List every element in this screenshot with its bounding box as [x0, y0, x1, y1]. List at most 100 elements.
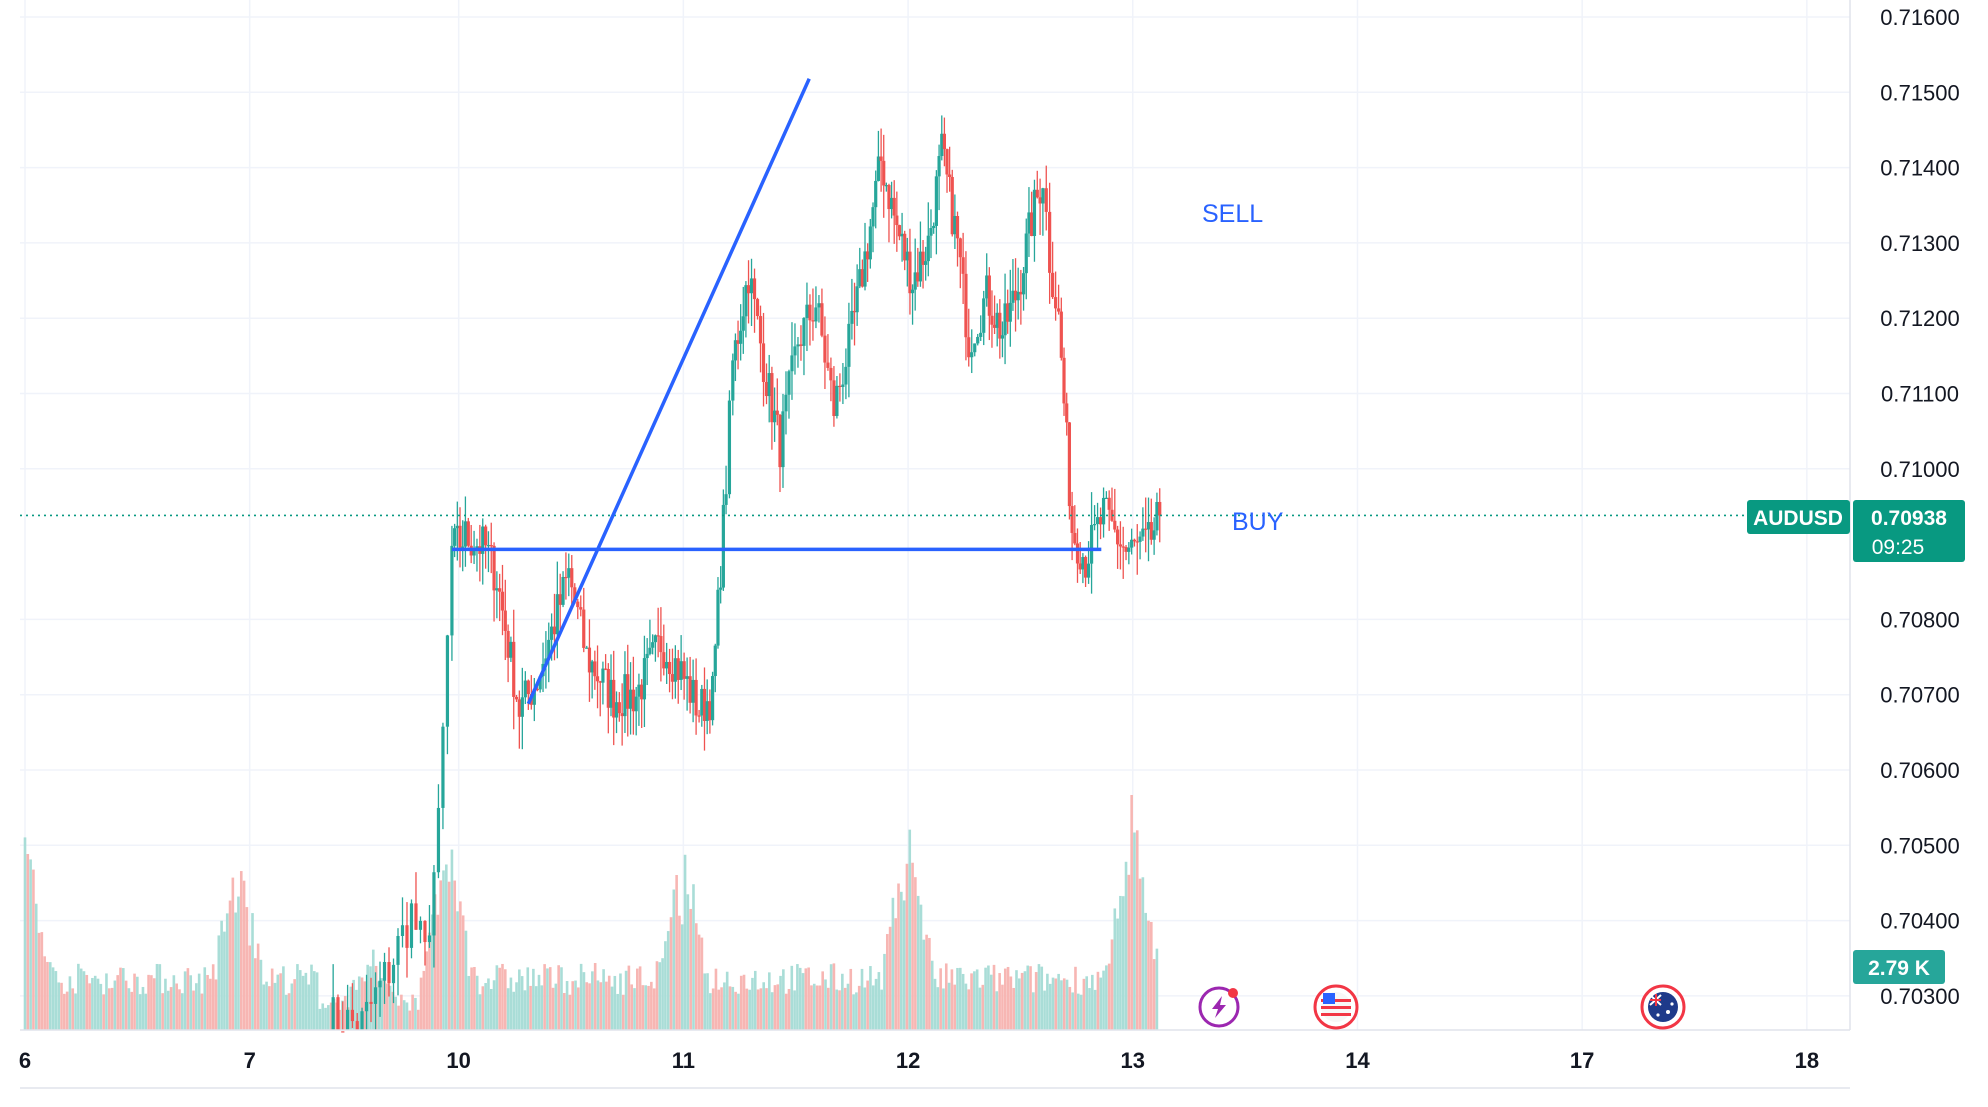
volume-bar	[512, 991, 516, 1030]
candle-body	[1024, 233, 1028, 274]
volume-bar	[1071, 992, 1074, 1030]
candle-body	[1075, 543, 1080, 564]
symbol-badge[interactable]: AUDUSD	[1747, 500, 1850, 534]
candle-body	[628, 689, 633, 709]
volume-bar	[678, 915, 681, 1030]
candle-body	[1067, 422, 1072, 507]
time-axis[interactable]: 6 7 10 11 12 13 14 17 18	[19, 1048, 1819, 1073]
volume-bar	[1034, 972, 1038, 1030]
volume-bar	[804, 968, 808, 1030]
candle-body	[405, 925, 409, 948]
candle-body	[937, 156, 941, 177]
candle-body	[659, 636, 663, 653]
volume-bar	[113, 980, 117, 1030]
volume-bar	[751, 977, 754, 1030]
volume-bar	[239, 871, 243, 1030]
volume-bar	[709, 993, 712, 1030]
au-flag-event-icon[interactable]	[1640, 984, 1686, 1030]
price-axis[interactable]: 0.71600 0.71500 0.71400 0.71300 0.71200 0.711…	[1880, 5, 1960, 1009]
volume-bar	[453, 880, 457, 1030]
volume-bar	[445, 864, 448, 1030]
candle-body	[564, 576, 568, 579]
volume-bar	[268, 986, 271, 1030]
volume-bar	[824, 979, 827, 1030]
volume-bar	[773, 985, 777, 1030]
symbol-text: AUDUSD	[1753, 507, 1843, 530]
volume-bar	[905, 863, 909, 1030]
volume-bar	[1150, 921, 1153, 1030]
candle-body	[1089, 524, 1094, 564]
volume-bar	[442, 870, 445, 1030]
volume-bar	[254, 958, 257, 1030]
candle-body	[656, 635, 660, 637]
volume-bar	[99, 983, 103, 1030]
volume-bar	[282, 966, 285, 1030]
candle-body	[826, 362, 830, 368]
volume-bar	[560, 967, 563, 1030]
price-tick-label: 0.71400	[1880, 156, 1960, 181]
volume-bar	[501, 963, 504, 1030]
volume-bar	[127, 988, 131, 1030]
candle-body	[387, 962, 391, 984]
candle-body	[1013, 290, 1018, 301]
candle-body	[432, 872, 436, 936]
volume-bar	[784, 993, 788, 1030]
candle-body	[396, 935, 400, 965]
volume-bar	[939, 968, 942, 1030]
volume-bar	[981, 984, 985, 1030]
volume-bar	[492, 980, 496, 1030]
time-tick-label: 10	[446, 1048, 470, 1073]
last-price-badge[interactable]: 0.70938 09:25	[1853, 500, 1965, 562]
volume-bar	[523, 990, 527, 1030]
lightning-event-icon[interactable]	[1198, 986, 1240, 1028]
candle-body	[506, 630, 510, 658]
volume-bar	[119, 967, 122, 1030]
candle-body	[423, 920, 427, 943]
volume-bar	[944, 963, 948, 1030]
volume-bar	[192, 990, 195, 1030]
candle-body	[829, 367, 833, 381]
sell-trend-line[interactable]	[526, 78, 811, 705]
volume-bar	[871, 985, 875, 1030]
candle-body	[926, 235, 930, 262]
volume-bar	[416, 1009, 420, 1030]
volume-bar	[801, 973, 805, 1030]
volume-bar	[136, 976, 139, 1030]
volume-bar	[158, 964, 162, 1030]
volume-bar	[928, 937, 931, 1030]
candle-body	[847, 323, 851, 367]
volume-bar	[1040, 966, 1044, 1030]
volume-bar	[408, 1010, 412, 1030]
volume-bar	[495, 965, 499, 1030]
candle-body	[887, 185, 891, 210]
candle-body	[512, 641, 516, 697]
candle-body	[950, 176, 954, 235]
candle-body	[982, 298, 986, 333]
price-tick-label: 0.71300	[1880, 231, 1960, 256]
volume-bar	[37, 932, 41, 1030]
volume-bar	[529, 985, 532, 1030]
volume-bar	[619, 973, 622, 1030]
volume-bar	[532, 968, 535, 1030]
volume-bar	[155, 963, 159, 1030]
volume-bar	[967, 989, 971, 1030]
volume-value: 2.79 K	[1868, 957, 1930, 980]
volume-bar	[554, 983, 558, 1030]
candle-body	[749, 278, 754, 294]
candle-body	[850, 310, 854, 324]
volume-bar	[470, 967, 473, 1030]
volume-bar	[518, 969, 521, 1030]
volume-bar	[450, 849, 454, 1030]
volume-bar	[116, 975, 119, 1030]
volume-bar	[1107, 963, 1111, 1030]
volume-bar	[439, 880, 442, 1030]
volume-badge[interactable]: 2.79 K	[1853, 950, 1945, 984]
volume-bar	[371, 949, 375, 1030]
us-flag-event-icon[interactable]	[1313, 984, 1359, 1030]
volume-bar	[725, 971, 729, 1030]
volume-bar	[180, 993, 184, 1030]
volume-bar	[1068, 986, 1072, 1030]
volume-bar	[506, 988, 510, 1030]
candle-body	[976, 336, 980, 344]
